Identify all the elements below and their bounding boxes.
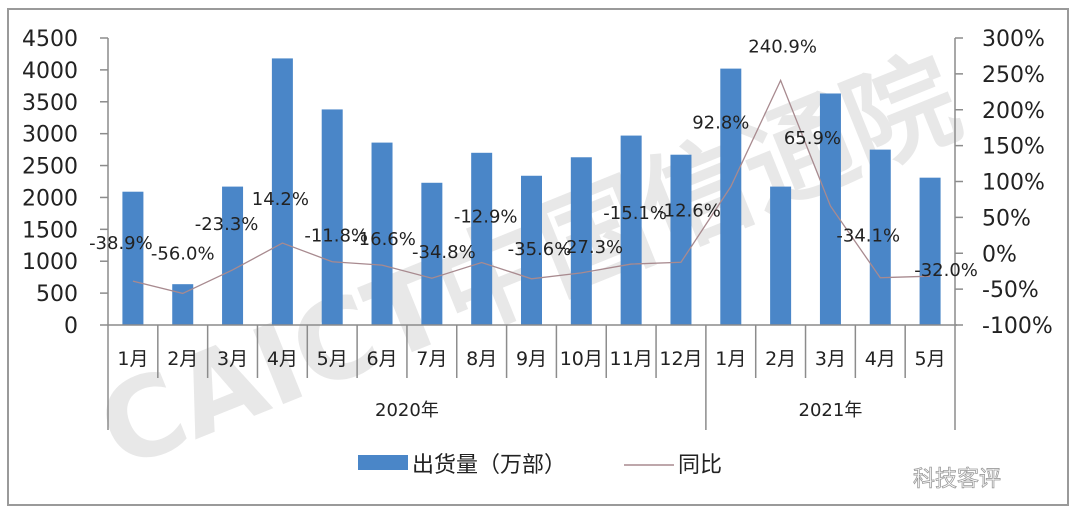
data-label: -15.1% (603, 203, 667, 224)
right-tick-label: -50% (982, 278, 1039, 303)
x-axis: 1月 2月 3月 4月 5月 6月 7月 8月 9月 10月 11月 12月 1月 2月 3月 4月 5月 202… (107, 325, 956, 430)
right-tick-label: 250% (982, 63, 1045, 88)
left-tick-label: 4500 (22, 27, 78, 52)
category-label: 3月 (815, 348, 846, 370)
right-tick-label: 100% (982, 171, 1045, 196)
left-tick-label: 4000 (22, 59, 78, 84)
data-labels: -38.9%-56.0% -23.3% 14.2% -11.8%-16.6%-34.8… (89, 36, 978, 281)
legend-line-label: 同比 (678, 453, 722, 478)
right-tick-label: -100% (982, 314, 1053, 339)
category-label: 10月 (560, 348, 603, 370)
bar (421, 182, 443, 325)
data-label: -32.0% (914, 260, 978, 281)
bar (919, 177, 941, 325)
category-label: 5月 (317, 348, 348, 370)
bar (122, 191, 144, 325)
left-tick-label: 0 (64, 314, 78, 339)
legend-bar-label: 出货量（万部） (412, 453, 566, 478)
left-tick-label: 1000 (22, 250, 78, 275)
category-label: 3月 (217, 348, 248, 370)
category-label: 8月 (466, 348, 497, 370)
bar (471, 152, 493, 325)
bar (620, 135, 642, 325)
category-label: 12月 (659, 348, 702, 370)
category-label: 2月 (167, 348, 198, 370)
category-label: 5月 (915, 348, 946, 370)
bar (670, 154, 692, 325)
data-label: -56.0% (151, 243, 215, 264)
category-label: 4月 (865, 348, 896, 370)
right-tick-label: 200% (982, 99, 1045, 124)
right-tick-label: 50% (982, 206, 1031, 231)
left-tick-label: 2500 (22, 155, 78, 180)
right-tick-label: 0% (982, 242, 1017, 267)
data-label: -34.1% (836, 226, 900, 247)
yoy-line (132, 78, 931, 295)
corner-watermark: 科技客评 (913, 467, 1001, 492)
left-tick-label: 1500 (22, 218, 78, 243)
left-tick-label: 3000 (22, 123, 78, 148)
year-group-label: 2020年 (375, 400, 439, 421)
bar (570, 157, 592, 325)
data-label: 92.8% (692, 113, 749, 134)
data-label: -35.6% (508, 239, 572, 260)
bar (521, 175, 542, 325)
data-label: -16.6% (352, 229, 416, 250)
legend-bar-swatch (358, 455, 408, 470)
year-group-label: 2021年 (799, 400, 863, 421)
data-label: 65.9% (784, 128, 841, 149)
category-label: 6月 (366, 348, 397, 370)
data-label: -11.8% (304, 226, 368, 247)
left-tick-label: 3500 (22, 91, 78, 116)
bar (770, 186, 792, 325)
bar (222, 186, 244, 325)
category-label: 1月 (117, 348, 148, 370)
data-label: -23.3% (195, 214, 259, 235)
bar-series (122, 58, 941, 326)
left-tick-label: 500 (36, 282, 78, 307)
legend: 出货量（万部） 同比 (358, 453, 722, 478)
data-label: -34.8% (412, 242, 476, 263)
line-series (132, 78, 931, 295)
bar (819, 93, 841, 325)
bar (371, 142, 393, 325)
data-label: 14.2% (252, 189, 309, 210)
bar (271, 58, 293, 326)
category-label: 9月 (516, 348, 547, 370)
category-label: 1月 (715, 348, 746, 370)
data-label: -12.6% (657, 200, 721, 221)
axes: 0 500 1000 1500 2000 2500 3000 3500 4000 4500 -100… (22, 27, 1053, 339)
right-tick-label: 150% (982, 135, 1045, 160)
category-label: 11月 (610, 348, 653, 370)
bar (869, 149, 891, 325)
data-label: 240.9% (748, 36, 817, 57)
left-tick-label: 2000 (22, 186, 78, 211)
bar (172, 284, 194, 325)
data-label: -12.9% (454, 207, 518, 228)
data-label: -27.3% (559, 237, 623, 258)
right-tick-label: 300% (982, 27, 1045, 52)
data-label: -38.9% (89, 233, 153, 254)
category-label: 2月 (765, 348, 796, 370)
category-label: 4月 (267, 348, 298, 370)
category-label: 7月 (416, 348, 447, 370)
bar (720, 68, 742, 325)
bar (321, 109, 343, 325)
